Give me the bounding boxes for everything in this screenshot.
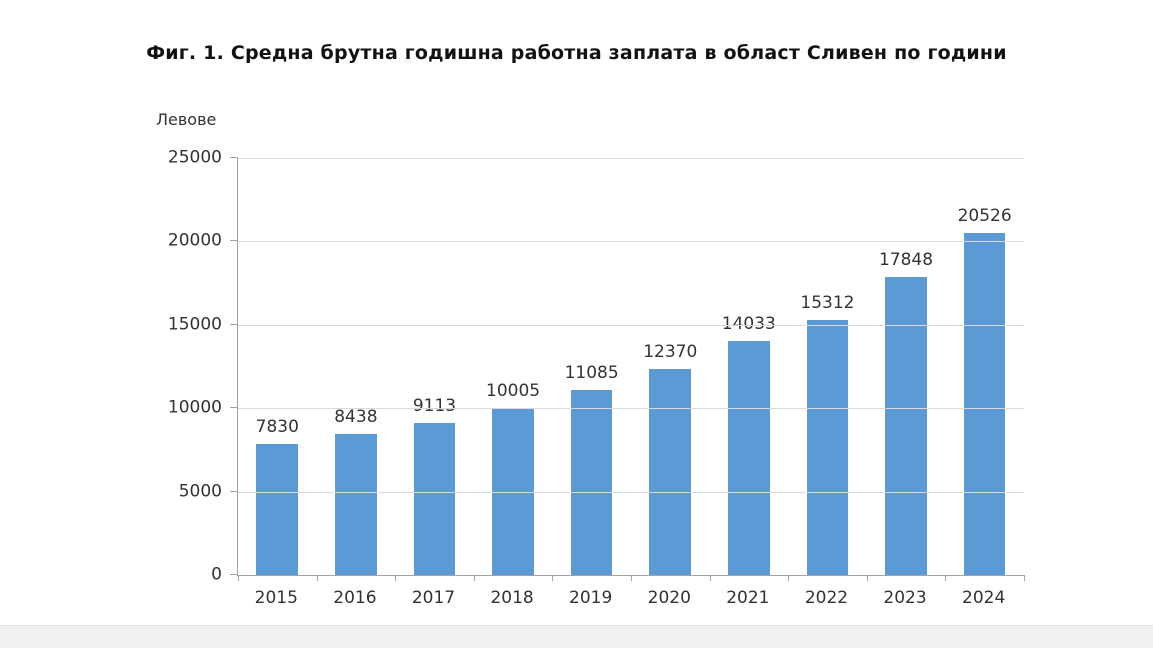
- gridline: [238, 324, 1024, 326]
- x-tick-label: 2016: [333, 588, 377, 608]
- bar-2020: 12370: [643, 342, 697, 575]
- x-tick-label: 2019: [569, 588, 613, 608]
- x-tick-label: 2018: [490, 588, 534, 608]
- bar-column-2015: 7830: [238, 158, 317, 575]
- y-tick-label: 5000: [178, 481, 222, 502]
- bar-column-2018: 10005: [474, 158, 553, 575]
- bar-value-label: 8438: [334, 407, 378, 428]
- x-tick-mark: [945, 575, 947, 581]
- x-tick-label: 2017: [411, 588, 456, 608]
- y-tick-label: 15000: [167, 314, 222, 335]
- x-tick-mark: [866, 575, 868, 581]
- bar-value-label: 15312: [800, 292, 855, 313]
- bar-2018: 10005: [486, 381, 540, 575]
- y-tick-mark: [230, 574, 238, 575]
- y-tick-mark: [230, 490, 238, 492]
- x-tick-mark: [395, 575, 397, 581]
- bar-column-2020: 12370: [631, 158, 710, 575]
- x-tick-mark: [788, 575, 790, 581]
- bar-2024: 20526: [958, 206, 1012, 575]
- x-tick-mark: [473, 575, 475, 581]
- y-axis-unit-label: Левове: [156, 110, 217, 129]
- bar-value-label: 14033: [721, 313, 776, 334]
- bar-value-label: 20526: [957, 205, 1012, 226]
- bar-2017: 9113: [413, 396, 456, 575]
- plot-area: 7830 8438 9113 10005 11085 12370 14033 15312 178…: [230, 157, 1025, 581]
- x-tick-mark: [709, 575, 711, 581]
- bar-value-label: 9113: [412, 396, 457, 416]
- bar-column-2021: 14033: [710, 158, 789, 575]
- bar-value-label: 7830: [255, 417, 299, 438]
- bar-column-2024: 20526: [945, 158, 1024, 575]
- bar-2016: 8438: [334, 407, 378, 575]
- bar-2021: 14033: [722, 314, 776, 575]
- x-tick-mark: [552, 575, 554, 581]
- bar-2019: 11085: [565, 363, 619, 575]
- gridline: [238, 408, 1024, 410]
- x-tick-mark: [1024, 575, 1025, 581]
- x-tick-mark: [316, 575, 318, 581]
- x-tick-label: 2024: [962, 588, 1006, 608]
- x-axis-tick-labels: 2015 2016 2017 2018 2019 2020 2021 2022 2023 2024: [237, 588, 1023, 608]
- x-tick-label: 2022: [804, 588, 849, 608]
- y-tick-mark: [230, 407, 238, 409]
- bar-column-2023: 17848: [867, 158, 946, 575]
- bar-2022: 15312: [800, 293, 854, 575]
- bar-column-2022: 15312: [788, 158, 867, 575]
- gridline: [238, 241, 1024, 243]
- bar-value-label: 12370: [643, 341, 698, 362]
- x-tick-label: 2021: [726, 588, 770, 608]
- bar-value-label: 10005: [486, 381, 541, 402]
- bar-column-2016: 8438: [317, 158, 396, 575]
- bottom-strip: [0, 625, 1153, 648]
- y-tick-mark: [230, 323, 238, 325]
- bar-2015: 7830: [256, 417, 299, 575]
- y-tick-label: 10000: [167, 397, 222, 418]
- y-tick-label: 0: [211, 564, 222, 585]
- chart-title: Фиг. 1. Средна брутна годишна работна за…: [146, 42, 1007, 64]
- bar-series: 7830 8438 9113 10005 11085 12370 14033 15312 178…: [238, 158, 1024, 575]
- bar-value-label: 17848: [878, 250, 934, 271]
- x-tick-label: 2023: [883, 588, 927, 608]
- bar-column-2019: 11085: [552, 158, 631, 575]
- bar-column-2017: 9113: [395, 158, 474, 575]
- y-tick-mark: [230, 157, 238, 158]
- x-tick-label: 2015: [254, 588, 298, 608]
- y-tick-mark: [230, 240, 238, 242]
- x-tick-label: 2020: [647, 588, 691, 608]
- gridline: [238, 491, 1024, 493]
- bar-2023: 17848: [879, 250, 933, 575]
- y-axis-tick-labels: 0 5000 10000 15000 20000 25000: [140, 148, 222, 583]
- y-tick-label: 25000: [167, 147, 222, 168]
- y-tick-label: 20000: [167, 231, 222, 252]
- bar-value-label: 11085: [564, 363, 619, 384]
- x-tick-mark: [238, 575, 239, 581]
- x-tick-mark: [631, 575, 632, 581]
- gridline: [238, 158, 1024, 159]
